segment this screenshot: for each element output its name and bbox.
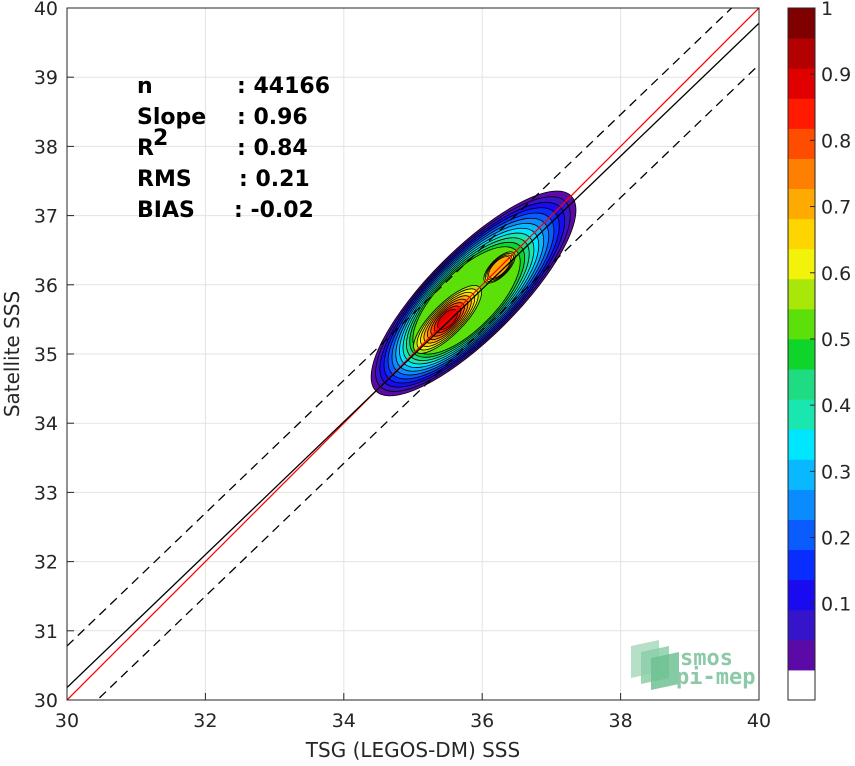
regression-line xyxy=(67,22,759,689)
stat-value: : 0.96 xyxy=(237,105,308,130)
stat-superscript: 2 xyxy=(153,126,168,151)
colorbar-tick-label: 0.2 xyxy=(821,528,851,550)
colorbar-tick-label: 0.1 xyxy=(821,594,851,616)
y-axis-ticks: 30 31 32 33 34 35 36 37 38 39 40 xyxy=(34,0,74,712)
colorbar-segment xyxy=(788,609,815,641)
x-tick-label: 40 xyxy=(747,710,771,732)
colorbar-segment xyxy=(788,248,815,280)
colorbar-segment xyxy=(788,489,815,520)
colorbar-tick-label: 0.7 xyxy=(821,197,851,219)
colorbar-segment xyxy=(788,549,815,581)
stat-value: : 0.84 xyxy=(237,136,308,161)
colorbar-segment xyxy=(788,278,815,310)
colorbar-segment xyxy=(788,519,815,551)
reference-lines xyxy=(67,8,759,700)
colorbar-tick-label: 0.9 xyxy=(821,64,851,86)
colorbar-frame xyxy=(787,7,816,701)
colorbar-segment xyxy=(788,308,815,340)
colorbar: 0.1 0.2 0.3 0.4 0.5 0.6 0.7 0.8 0.9 1 xyxy=(787,0,851,701)
logo-text-smos: smos xyxy=(680,646,733,671)
stat-label: R xyxy=(137,136,154,161)
colorbar-segment xyxy=(788,8,815,39)
identity-line xyxy=(67,8,759,700)
colorbar-segment xyxy=(788,669,815,701)
stat-value: : 0.21 xyxy=(239,167,310,192)
y-tick-label: 36 xyxy=(34,275,58,297)
colorbar-tick-label: 0.4 xyxy=(821,395,851,417)
y-tick-label: 37 xyxy=(34,206,58,228)
stat-label: n xyxy=(137,74,153,99)
grid-lines xyxy=(67,8,759,700)
lower-bound-line xyxy=(96,64,759,700)
x-tick-label: 34 xyxy=(332,710,356,732)
colorbar-segment xyxy=(788,639,815,671)
colorbar-segment xyxy=(788,218,815,250)
stat-value: : -0.02 xyxy=(234,198,314,223)
y-tick-label: 30 xyxy=(34,690,58,712)
y-tick-label: 31 xyxy=(34,621,58,643)
colorbar-segment xyxy=(788,68,815,99)
colorbar-tick-label: 0.3 xyxy=(821,461,851,483)
colorbar-tick-label: 0.6 xyxy=(821,263,851,285)
y-tick-label: 33 xyxy=(34,482,58,504)
colorbar-tick-label: 1 xyxy=(821,0,833,20)
x-axis-ticks: 30 32 34 36 38 40 xyxy=(55,693,771,732)
logo-text-pimep: pi-mep xyxy=(676,665,755,690)
x-axis-label: TSG (LEGOS-DM) SSS xyxy=(305,738,520,762)
stat-label: RMS xyxy=(137,167,192,192)
y-tick-label: 40 xyxy=(34,0,58,20)
x-tick-label: 30 xyxy=(55,710,79,732)
colorbar-tick-label: 0.5 xyxy=(821,329,851,351)
x-tick-label: 36 xyxy=(470,710,494,732)
colorbar-segment xyxy=(788,128,815,159)
colorbar-segment xyxy=(788,98,815,129)
y-tick-label: 38 xyxy=(34,136,58,158)
x-tick-label: 38 xyxy=(609,710,633,732)
y-tick-label: 39 xyxy=(34,67,58,89)
colorbar-segment xyxy=(788,399,815,430)
stat-value: : 44166 xyxy=(237,74,330,99)
colorbar-segment xyxy=(788,459,815,490)
colorbar-segment xyxy=(788,338,815,370)
logo-tiles-icon xyxy=(631,640,679,690)
colorbar-tick-label: 0.8 xyxy=(821,130,851,152)
colorbar-segment xyxy=(788,188,815,220)
upper-bound-line xyxy=(67,8,733,647)
colorbar-segment xyxy=(788,158,815,190)
stat-label: Slope xyxy=(137,105,206,130)
statistics-box: n : 44166 Slope : 0.96 R 2 : 0.84 RMS : 0.21 BIAS… xyxy=(137,74,330,223)
y-tick-label: 34 xyxy=(34,413,58,435)
x-tick-label: 32 xyxy=(193,710,217,732)
stat-label: BIAS xyxy=(137,198,195,223)
y-axis-label: Satellite SSS xyxy=(0,291,24,417)
y-tick-label: 35 xyxy=(34,344,58,366)
colorbar-segment xyxy=(788,38,815,69)
colorbar-segment xyxy=(788,369,815,400)
colorbar-segment xyxy=(788,429,815,460)
colorbar-segment xyxy=(788,579,815,611)
y-tick-label: 32 xyxy=(34,552,58,574)
